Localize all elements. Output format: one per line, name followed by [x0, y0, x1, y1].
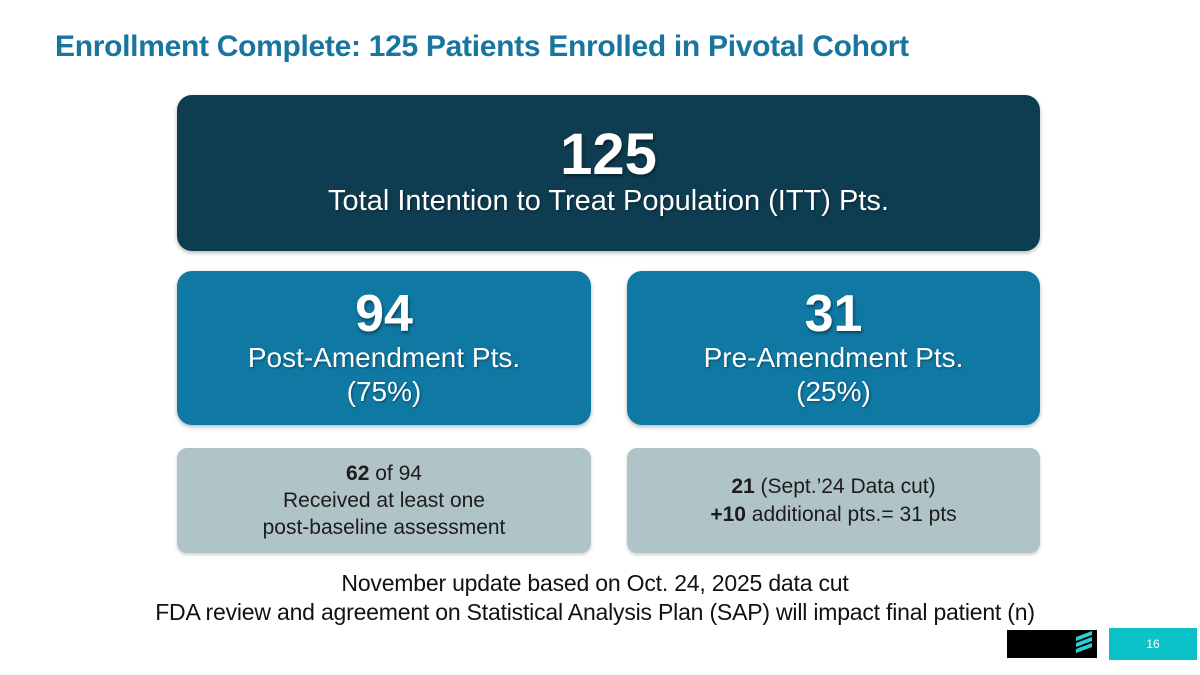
total-itt-value: 125 — [560, 122, 657, 188]
pre-detail-additional: +10 — [710, 502, 746, 526]
post-amendment-label: Post-Amendment Pts. — [247, 342, 521, 374]
pre-detail-line2-rest: additional pts.= 31 pts — [745, 502, 957, 526]
pre-detail-line1-rest: (Sept.’24 Data cut) — [754, 475, 936, 499]
pre-detail-line1: 21 (Sept.’24 Data cut) — [731, 473, 935, 500]
pre-amendment-detail-box: 21 (Sept.’24 Data cut) +10 additional pt… — [627, 448, 1040, 553]
company-logo — [1007, 630, 1097, 658]
slide-title: Enrollment Complete: 125 Patients Enroll… — [55, 30, 909, 63]
pre-amendment-box: 31 Pre-Amendment Pts. (25%) — [627, 271, 1040, 425]
post-detail-line2: Received at least one — [283, 488, 485, 512]
post-detail-line1-rest: of 94 — [369, 461, 422, 485]
total-itt-label: Total Intention to Treat Population (ITT… — [328, 185, 889, 218]
page-number-badge: 16 — [1109, 628, 1197, 660]
pre-detail-count: 21 — [731, 475, 755, 499]
post-detail-line1: 62 of 94 — [346, 460, 422, 487]
footer-note-update: November update based on Oct. 24, 2025 d… — [341, 570, 849, 596]
pre-amendment-percent: (25%) — [796, 376, 871, 408]
pre-amendment-label: Pre-Amendment Pts. — [703, 342, 964, 374]
post-amendment-value: 94 — [355, 284, 413, 343]
logo-stripes-icon — [1072, 630, 1094, 659]
pre-amendment-value: 31 — [804, 284, 863, 343]
post-amendment-percent: (75%) — [346, 376, 422, 408]
post-detail-count: 62 — [346, 461, 370, 485]
total-itt-box: 125 Total Intention to Treat Population … — [177, 95, 1040, 251]
footer-note-fda: FDA review and agreement on Statistical … — [155, 599, 1035, 625]
post-amendment-detail-box: 62 of 94 Received at least one post-base… — [177, 448, 591, 553]
post-detail-line3: post-baseline assessment — [262, 516, 506, 540]
post-amendment-box: 94 Post-Amendment Pts. (75%) — [177, 271, 591, 425]
pre-detail-line2: +10 additional pts.= 31 pts — [710, 501, 956, 528]
